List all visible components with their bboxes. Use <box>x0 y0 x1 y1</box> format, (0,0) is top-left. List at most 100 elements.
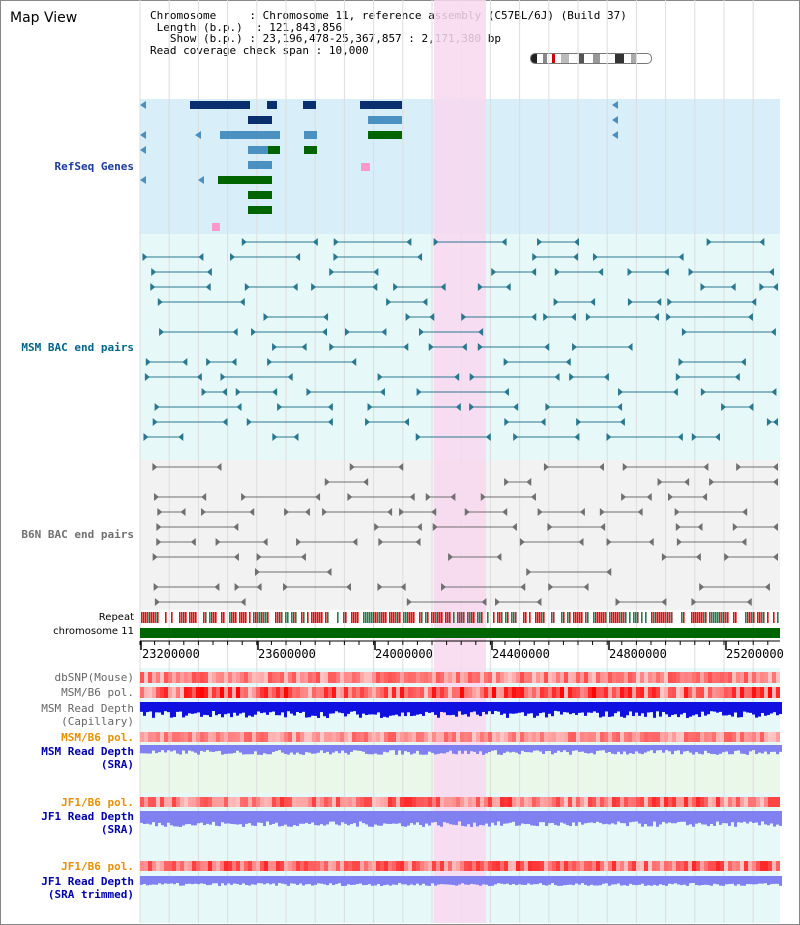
refseq-genes-layer[interactable] <box>140 101 618 231</box>
polymorphism-bin <box>276 861 280 871</box>
track-label-jf1-b6-pol[interactable]: JF1/B6 pol. <box>61 796 134 809</box>
polymorphism-bin <box>344 672 348 683</box>
read-depth-bin <box>740 811 743 823</box>
read-depth-bin <box>173 745 176 751</box>
read-depth-bin <box>524 811 527 825</box>
polymorphism-bin <box>736 732 740 742</box>
repeat-element <box>581 612 583 623</box>
track-label-msm-depth-cap[interactable]: MSM Read Depth <box>41 702 134 715</box>
polymorphism-bin <box>204 687 208 698</box>
repeat-element <box>189 612 191 623</box>
polymorphism-bin <box>416 672 420 683</box>
read-depth-bin <box>650 876 653 886</box>
polymorphism-bin <box>244 687 248 698</box>
msm-bac-pair-end <box>143 433 149 441</box>
msm-bac-pair-end <box>198 253 204 261</box>
read-depth-bin <box>167 811 170 823</box>
show-label: Show (b.p.) <box>169 32 243 45</box>
repeat-element <box>255 612 257 623</box>
read-depth-bin <box>449 745 452 751</box>
polymorphism-bin <box>356 687 360 698</box>
polymorphism-bin <box>632 672 636 683</box>
read-depth-bin <box>344 876 347 886</box>
read-depth-bin <box>767 811 770 826</box>
polymorphism-bin <box>432 687 436 698</box>
track-label-jf1-b6-pol-trim[interactable]: JF1/B6 pol. <box>61 860 134 873</box>
read-depth-bin <box>491 745 494 751</box>
read-depth-bin <box>761 745 764 754</box>
polymorphism-bin <box>424 861 428 871</box>
read-depth-tracks[interactable] <box>140 702 782 886</box>
read-depth-bin <box>401 811 404 827</box>
polymorphism-bin <box>204 797 208 807</box>
b6n-bac-pair-end <box>519 538 525 546</box>
read-depth-bin <box>722 702 725 716</box>
repeat-element <box>701 612 703 623</box>
read-depth-bin <box>314 876 317 885</box>
msm-bac-pair-end <box>206 268 212 276</box>
track-label-refseq[interactable]: RefSeq Genes <box>54 160 134 173</box>
polymorphism-bin <box>236 861 240 871</box>
polymorphism-bin <box>624 672 628 683</box>
read-depth-bin <box>710 811 713 824</box>
polymorphism-bin <box>480 687 484 698</box>
chromosome-bar[interactable] <box>140 628 780 638</box>
msm-bac-pair-end <box>574 433 580 441</box>
read-depth-bin <box>710 745 713 754</box>
read-depth-bin <box>740 876 743 886</box>
repeat-element <box>295 612 297 623</box>
track-label-msm-bac[interactable]: MSM BAC end pairs <box>21 341 134 354</box>
polymorphism-bin <box>740 797 744 807</box>
track-label-dbsnp[interactable]: dbSNP(Mouse) <box>54 671 134 684</box>
track-label-b6n-bac[interactable]: B6N BAC end pairs <box>21 528 134 541</box>
b6n-bac-pair-end <box>409 493 415 501</box>
read-depth-bin <box>221 811 224 823</box>
read-depth-bin <box>542 702 545 713</box>
polymorphism-bin <box>676 672 680 683</box>
read-depth-bin <box>596 702 599 713</box>
polymorphism-bin <box>636 672 640 683</box>
read-depth-bin <box>395 811 398 824</box>
track-label-msm-depth-sra[interactable]: MSM Read Depth <box>41 745 134 758</box>
msm-bac-pair-end <box>154 403 160 411</box>
track-label-jf1-depth-sra[interactable]: JF1 Read Depth <box>41 810 134 823</box>
read-depth-bin <box>422 876 425 884</box>
refseq-gene <box>304 146 317 154</box>
read-depth-bin <box>776 702 779 716</box>
polymorphism-bin <box>608 797 612 807</box>
msm-bac-layer[interactable] <box>142 238 778 441</box>
polymorphism-bin <box>768 672 772 683</box>
repeat-track[interactable] <box>141 612 779 623</box>
read-depth-bin <box>485 702 488 715</box>
read-depth-bin <box>677 745 680 751</box>
repeat-element <box>733 612 735 623</box>
read-depth-bin <box>770 745 773 752</box>
read-depth-bin <box>626 811 629 827</box>
read-depth-bin <box>401 702 404 713</box>
msm-bac-pair-end <box>150 283 156 291</box>
track-label-jf1-depth-trim[interactable]: JF1 Read Depth <box>41 875 134 888</box>
msm-bac-pair-end <box>246 418 252 426</box>
repeat-element <box>619 612 621 623</box>
track-label-msm-b6-pol[interactable]: MSM/B6 pol. <box>61 686 134 699</box>
highlight-region[interactable] <box>434 0 486 923</box>
b6n-bac-layer[interactable] <box>152 463 778 606</box>
msm-bac-pair-end <box>403 343 409 351</box>
read-depth-bin <box>698 811 701 823</box>
read-depth-bin <box>620 876 623 886</box>
read-depth-bin <box>452 745 455 754</box>
polymorphism-bin <box>540 687 544 698</box>
read-depth-bin <box>674 876 677 884</box>
polymorphism-tracks[interactable] <box>140 672 780 871</box>
repeat-element <box>411 612 413 623</box>
read-depth-bin <box>437 876 440 885</box>
chromosome-ideogram[interactable] <box>530 53 652 64</box>
polymorphism-bin <box>240 687 244 698</box>
read-depth-bin <box>395 876 398 885</box>
track-label-msm-b6-pol-sra[interactable]: MSM/B6 pol. <box>61 731 134 744</box>
polymorphism-bin <box>564 672 568 683</box>
read-depth-bin <box>557 745 560 751</box>
read-depth-bin <box>479 811 482 825</box>
polymorphism-bin <box>720 797 724 807</box>
